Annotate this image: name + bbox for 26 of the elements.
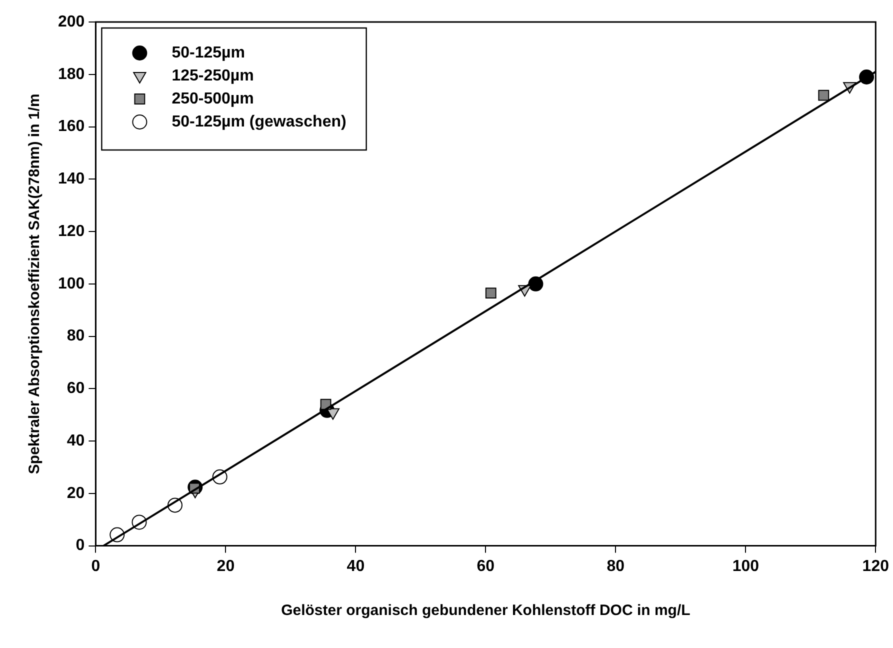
x-axis-title: Gelöster organisch gebundener Kohlenstoff DOC in mg/L: [281, 602, 690, 620]
y-tick-label: 180: [58, 66, 85, 83]
x-tick-label: 40: [346, 558, 365, 575]
legend-label: 50-125µm (gewaschen): [172, 113, 346, 130]
y-tick-label: 80: [66, 328, 85, 345]
y-tick-label: 120: [58, 222, 85, 240]
y-tick-label: 20: [66, 484, 85, 502]
x-tick-label: 60: [476, 558, 495, 575]
legend-label: 125-250µm: [172, 67, 254, 84]
x-tick-label: 20: [216, 558, 235, 575]
y-tick-label: 100: [58, 275, 85, 292]
legend-label: 250-500µm: [172, 90, 254, 108]
y-tick-label: 60: [66, 380, 85, 398]
y-tick-label: 40: [66, 432, 85, 450]
point: [485, 288, 496, 299]
x-tick-label: 0: [91, 558, 100, 575]
y-tick-label: 0: [76, 537, 85, 554]
y-axis-title: Spektraler Absorptionskoeffizient SAK(278nm) in 1/m: [26, 94, 44, 474]
y-tick-label: 140: [58, 170, 85, 188]
point: [818, 90, 830, 101]
y-tick-label: 200: [58, 13, 85, 30]
x-tick-label: 120: [862, 558, 890, 575]
x-tick-label: 100: [732, 558, 760, 575]
y-tick-label: 160: [58, 118, 85, 136]
legend-label: 50-125µm: [172, 44, 245, 62]
x-tick-label: 80: [606, 558, 625, 575]
